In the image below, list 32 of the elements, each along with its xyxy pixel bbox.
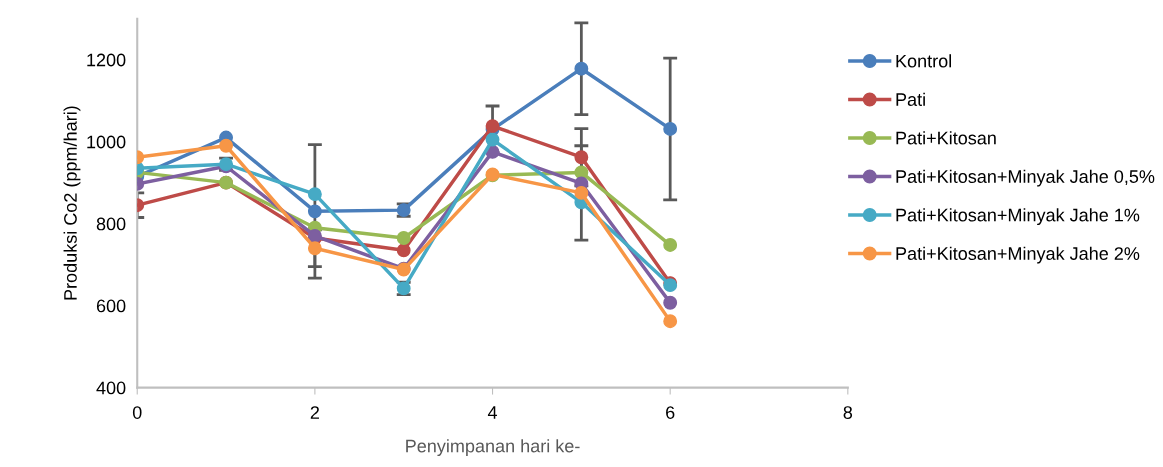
legend-label: Pati+Kitosan+Minyak Jahe 1% [896, 208, 1140, 226]
x-tick-label: 4 [487, 406, 498, 419]
x-tick-label: 0 [132, 406, 142, 419]
y-tick-label: 1200 [87, 53, 126, 67]
x-tick-label: 2 [310, 406, 319, 419]
y-tick-label: 600 [96, 299, 126, 313]
point [307, 187, 322, 202]
point [663, 295, 678, 310]
point [574, 61, 589, 76]
legend-label: Kontrol [896, 54, 952, 68]
y-tick-label: 800 [96, 217, 126, 231]
point [307, 204, 322, 219]
point [307, 241, 322, 256]
y-tick-label: 1000 [87, 135, 126, 149]
point [574, 150, 589, 165]
point [663, 122, 678, 136]
x-axis-title: Penyimpanan hari ke- [406, 439, 580, 456]
point [663, 238, 678, 252]
point [485, 132, 500, 147]
point [396, 231, 411, 245]
point [219, 138, 234, 153]
y-axis-title: Produksi Co2 (ppm/hari) [63, 106, 81, 300]
legend-label: Pati [896, 92, 925, 106]
y-tick-label: 400 [96, 381, 126, 395]
legend-label: Pati+Kitosan+Minyak Jahe 0,5% [896, 169, 1155, 187]
legend-label: Pati+Kitosan+Minyak Jahe 2% [896, 246, 1140, 264]
x-tick-label: 8 [843, 406, 853, 419]
point [396, 243, 411, 258]
point [574, 185, 589, 200]
legend-label: Pati+Kitosan [896, 131, 996, 145]
point [663, 314, 678, 329]
x-tick-label: 6 [666, 406, 675, 419]
